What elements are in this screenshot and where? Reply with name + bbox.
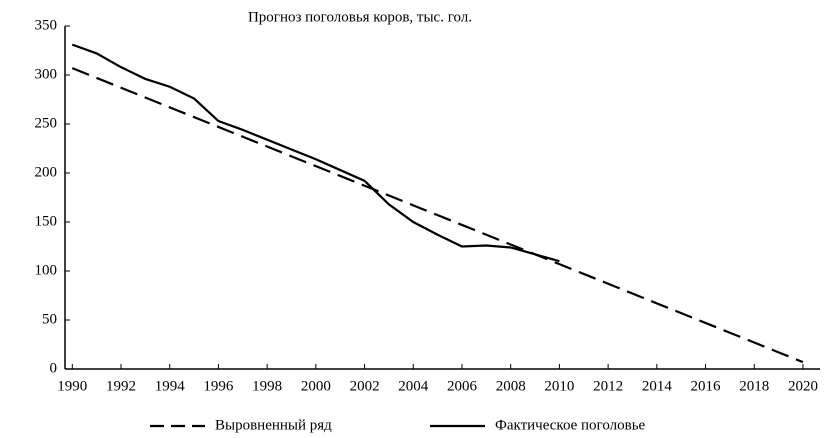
x-tick-label: 2012 bbox=[593, 378, 623, 394]
y-tick-label: 100 bbox=[35, 262, 58, 278]
y-tick-label: 0 bbox=[50, 360, 58, 376]
x-tick-label: 1990 bbox=[57, 378, 87, 394]
x-tick-label: 2016 bbox=[691, 378, 722, 394]
x-tick-label: 1998 bbox=[252, 378, 282, 394]
y-tick-label: 150 bbox=[35, 213, 58, 229]
x-tick-label: 2018 bbox=[739, 378, 769, 394]
x-tick-label: 1992 bbox=[106, 378, 136, 394]
series-line bbox=[71, 67, 804, 364]
y-tick-label: 250 bbox=[35, 115, 58, 131]
x-tick-label: 2004 bbox=[398, 378, 429, 394]
legend-label: Фактическое поголовье bbox=[495, 417, 646, 433]
x-tick-label: 2010 bbox=[544, 378, 574, 394]
legend-label: Выровненный ряд bbox=[215, 417, 332, 433]
y-tick-label: 50 bbox=[42, 311, 57, 327]
y-tick-label: 350 bbox=[35, 17, 58, 33]
y-tick-label: 300 bbox=[35, 66, 58, 82]
y-tick-label: 200 bbox=[35, 164, 58, 180]
series-line bbox=[71, 43, 560, 263]
chart-title: Прогноз поголовья коров, тыс. гол. bbox=[248, 9, 472, 25]
x-tick-label: 1994 bbox=[155, 378, 186, 394]
x-tick-label: 2006 bbox=[447, 378, 478, 394]
x-tick-label: 2008 bbox=[496, 378, 526, 394]
x-tick-label: 2020 bbox=[788, 378, 818, 394]
x-tick-label: 2000 bbox=[301, 378, 331, 394]
x-tick-label: 2002 bbox=[350, 378, 380, 394]
x-tick-label: 2014 bbox=[642, 378, 673, 394]
x-tick-label: 1996 bbox=[203, 378, 234, 394]
